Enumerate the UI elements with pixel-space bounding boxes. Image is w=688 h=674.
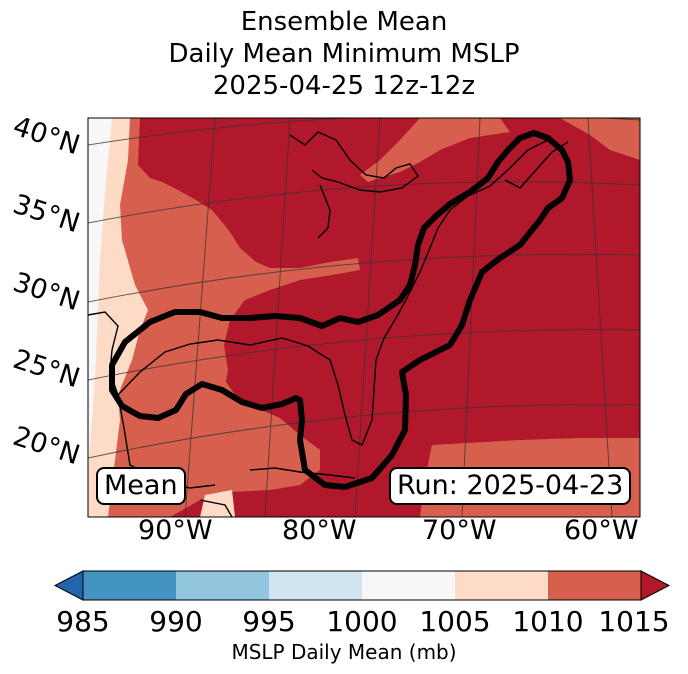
fill-1000-region [88,118,112,470]
lon-label-60w: 60°W [564,515,639,546]
colorbar [53,570,671,601]
colorbar-tick-995: 995 [242,605,296,638]
colorbar-extend-high [640,570,671,601]
colorbar-label: MSLP Daily Mean (mb) [231,640,457,664]
colorbar-tick-1015: 1015 [598,605,670,638]
fill-1010-east [560,118,640,160]
colorbar-bin-995-1000 [269,571,362,600]
lon-label-70w: 70°W [422,515,497,546]
map-frame [87,117,641,518]
colorbar-bin-985-990 [83,571,176,600]
mean-label-box: Mean [96,467,186,505]
title-line-3: 2025-04-25 12z-12z [212,71,476,101]
lon-label-80w: 80°W [282,515,357,546]
lon-label-90w: 90°W [138,515,213,546]
colorbar-tick-985: 985 [56,605,110,638]
colorbar-tick-1000: 1000 [326,605,398,638]
colorbar-tick-1005: 1005 [419,605,491,638]
colorbar-frame [82,570,642,601]
colorbar-extend-low [53,570,84,601]
colorbar-bin-1005-1010 [455,571,548,600]
colorbar-bin-1010-1015 [548,571,641,600]
colorbar-tick-1010: 1010 [512,605,584,638]
mslp-contour [109,130,573,490]
colorbar-bin-990-995 [176,571,269,600]
run-date-label-box: Run: 2025-04-23 [389,467,632,505]
colorbar-bin-1000-1005 [362,571,455,600]
fill-1010-northeast [360,118,510,182]
title-line-1: Ensemble Mean [240,7,448,37]
colorbar-tick-990: 990 [149,605,203,638]
title-line-2: Daily Mean Minimum MSLP [168,39,520,69]
